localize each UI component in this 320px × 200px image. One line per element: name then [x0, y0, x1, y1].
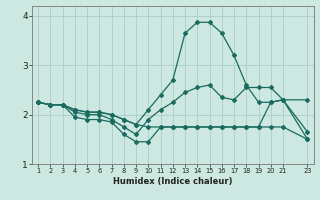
X-axis label: Humidex (Indice chaleur): Humidex (Indice chaleur): [113, 177, 233, 186]
